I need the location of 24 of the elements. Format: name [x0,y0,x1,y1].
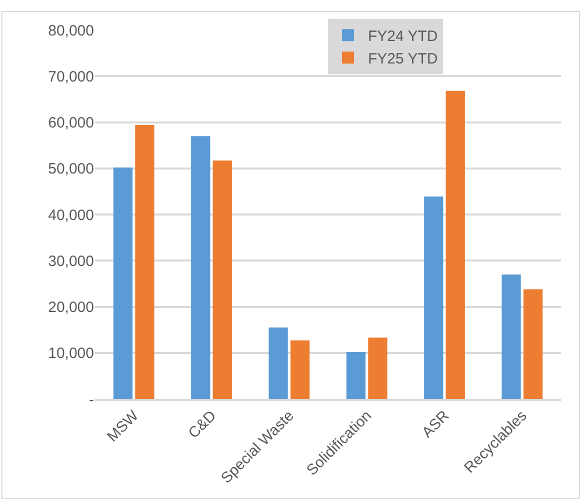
bar [268,328,288,399]
bar [212,160,232,399]
y-tick-label: - [89,391,94,408]
y-tick-label: 60,000 [48,114,94,132]
legend-label: FY24 YTD [368,28,438,46]
bar [523,289,543,399]
bar [424,196,444,399]
y-tick-label: 40,000 [48,206,94,224]
y-tick-label: 50,000 [48,160,94,178]
bar [113,167,133,399]
legend-label: FY25 YTD [368,50,438,68]
bar [346,352,366,399]
x-tick-label: C&D [185,407,220,442]
bar [368,338,388,399]
y-tick-label: 70,000 [48,68,94,86]
bar [135,125,154,399]
y-tick-label: 10,000 [48,345,94,362]
bar [446,90,465,399]
bar [191,136,210,399]
bar [290,340,310,399]
y-tick-label: 20,000 [48,299,94,316]
bar [502,274,521,399]
y-tick-label: 30,000 [48,252,94,270]
y-tick-label: 80,000 [48,22,94,40]
